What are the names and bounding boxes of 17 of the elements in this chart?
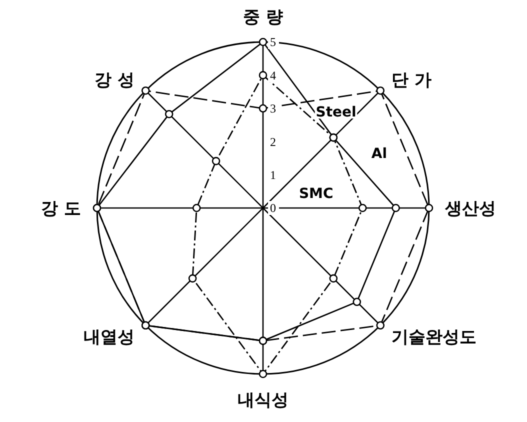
y-tick-label: 5 (270, 35, 276, 50)
spoke-label: 기술완성도 (392, 328, 477, 348)
spoke-label: 강 도 (41, 198, 81, 219)
series-label: SMC (298, 186, 334, 202)
series-label: Al (371, 146, 388, 162)
y-tick-label: 2 (270, 134, 276, 149)
y-tick-label: 3 (270, 102, 276, 116)
spoke-label: 내식성 (238, 390, 288, 410)
series-label: Steel (316, 104, 356, 121)
spoke-label: 단 가 (392, 70, 432, 90)
spoke-label: 강 성 (94, 70, 134, 90)
y-tick-label: 0 (270, 201, 276, 216)
y-tick-label: 1 (270, 168, 276, 182)
spoke-label: 중 량 (243, 8, 283, 28)
spoke-label: 생산성 (444, 198, 496, 219)
y-tick-label: 4 (270, 68, 276, 82)
spoke-label: 내열성 (83, 328, 134, 348)
